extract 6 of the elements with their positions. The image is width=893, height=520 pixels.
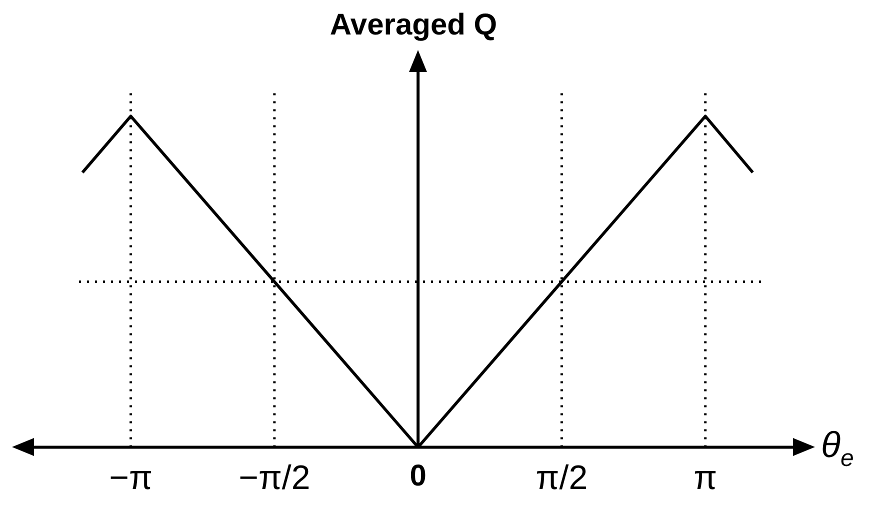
- x-tick-label: π/2: [536, 458, 588, 497]
- x-tick-label: 0: [410, 459, 426, 492]
- x-tick-label: −π: [109, 458, 152, 497]
- chart-title: Averaged Q: [330, 8, 498, 42]
- x-tick-label: π: [694, 458, 718, 497]
- x-tick-label: −π/2: [238, 458, 310, 497]
